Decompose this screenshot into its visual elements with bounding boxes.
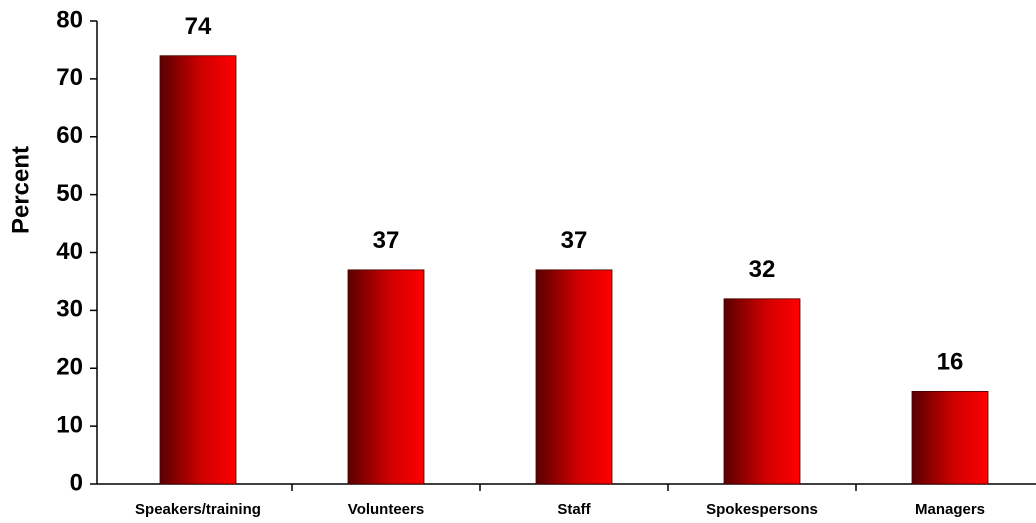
bar xyxy=(535,269,613,485)
y-tick-label: 10 xyxy=(56,411,83,438)
y-tick-label: 30 xyxy=(56,296,83,323)
data-label: 37 xyxy=(373,227,400,254)
bar xyxy=(911,390,989,485)
y-tick-label: 0 xyxy=(70,469,83,496)
y-tick-label: 20 xyxy=(56,354,83,381)
x-tick-label: Managers xyxy=(915,501,985,518)
x-tick-label: Staff xyxy=(557,501,591,518)
data-label: 37 xyxy=(561,227,588,254)
y-tick-label: 70 xyxy=(56,64,83,91)
bar xyxy=(159,55,237,485)
x-tick-label: Speakers/training xyxy=(135,501,261,518)
y-tick-label: 50 xyxy=(56,180,83,207)
bar xyxy=(723,298,801,485)
bar xyxy=(347,269,425,485)
data-label: 32 xyxy=(749,256,776,283)
data-label: 16 xyxy=(937,349,964,376)
x-tick-label: Spokespersons xyxy=(706,501,818,518)
y-tick-label: 40 xyxy=(56,238,83,265)
y-axis-label: Percent xyxy=(7,146,34,234)
data-label: 74 xyxy=(185,13,212,40)
y-tick-label: 80 xyxy=(56,6,83,33)
x-tick-label: Volunteers xyxy=(348,501,424,518)
y-tick-label: 60 xyxy=(56,122,83,149)
